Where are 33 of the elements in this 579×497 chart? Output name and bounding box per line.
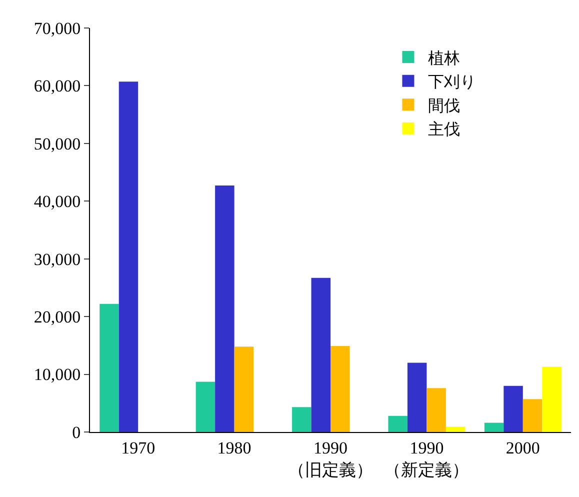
- bar: [215, 186, 234, 432]
- y-tick-label: 50,000: [34, 134, 81, 154]
- legend-label: 主伐: [428, 120, 460, 139]
- y-tick-label: 40,000: [34, 192, 81, 212]
- bar: [118, 82, 138, 432]
- bar: [542, 366, 562, 432]
- x-tick-label: 1970: [121, 438, 156, 458]
- bar: [234, 346, 254, 432]
- bar: [484, 422, 504, 432]
- legend-label: 植林: [428, 48, 460, 68]
- y-tick-label: 0: [72, 422, 81, 442]
- bar: [426, 388, 446, 432]
- bar: [311, 278, 330, 432]
- bar: [446, 426, 466, 432]
- bar: [407, 362, 427, 432]
- bar: [504, 386, 523, 432]
- x-tick-label: 1990 （旧定義）: [288, 438, 373, 480]
- legend-label: 下刈り: [428, 72, 476, 92]
- bar: [292, 407, 312, 432]
- y-tick-label: 30,000: [34, 250, 81, 269]
- y-tick-label: 60,000: [34, 76, 81, 96]
- bar: [100, 304, 119, 432]
- y-tick-label: 20,000: [34, 308, 81, 327]
- legend-label: 間伐: [428, 96, 460, 115]
- bar: [330, 346, 350, 432]
- x-tick-label: 1990 （新定義）: [384, 438, 470, 480]
- y-tick-label: 70,000: [34, 18, 81, 38]
- x-tick-label: 1980: [217, 438, 252, 458]
- bar: [522, 399, 542, 432]
- x-tick-label: 2000: [506, 438, 540, 458]
- y-tick-label: 10,000: [34, 365, 81, 384]
- bar: [196, 382, 216, 432]
- bar: [388, 416, 408, 432]
